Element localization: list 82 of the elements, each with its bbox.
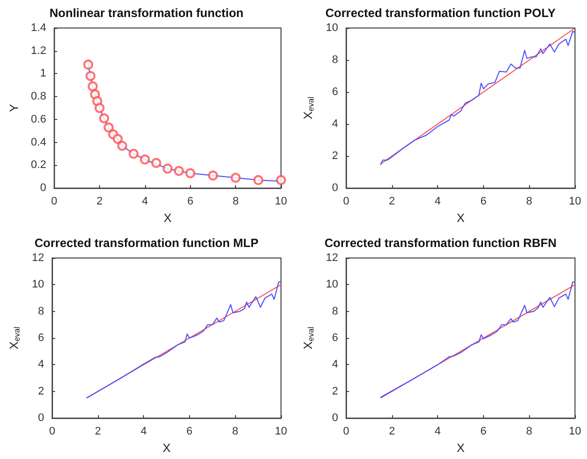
point [253,175,264,186]
x-tick-label: 4 [434,426,441,438]
y-tick-label: 12 [32,252,44,264]
y-axis-title: Y [7,104,21,112]
y-tick-label: 10 [32,278,44,291]
x-tick-label: 6 [480,196,487,208]
x-axis-title: X [162,441,171,455]
point [112,134,123,144]
x-axis-title: X [456,441,465,455]
y-tick-label: 0.8 [30,90,46,103]
x-axis-title: X [456,211,465,225]
y-axis-title: Xeval [301,96,316,120]
y-tick-label: 0 [40,182,46,194]
y-tick-label: 6 [332,86,338,98]
y-tick-label: 0.2 [30,159,46,172]
x-tick-label: 0 [51,196,58,208]
point [162,164,173,174]
x-tick-label: 2 [388,196,395,208]
y-axis-title: Xeval [7,326,22,350]
chart-title: Nonlinear transformation function [49,6,244,20]
point [83,60,94,70]
x-axis-title: X [164,211,172,225]
x-tick-label: 8 [526,196,532,208]
x-tick-label: 4 [434,196,441,208]
point [99,113,110,124]
y-tick-label: 1.4 [30,22,46,34]
y-tick-label: 10 [326,278,338,291]
x-tick-label: 8 [232,196,239,208]
y-tick-label: 4 [38,358,44,371]
chart-title: Corrected transformation function MLP [34,236,259,250]
x-tick-label: 10 [568,426,582,438]
point [174,166,184,176]
x-tick-label: 10 [274,426,288,438]
point [276,175,286,186]
y-tick-label: 0.6 [30,113,46,126]
x-tick-label: 4 [140,426,147,438]
point [128,148,139,159]
y-tick-label: 12 [326,252,338,264]
x-tick-label: 4 [142,196,148,208]
x-tick-label: 0 [343,426,350,438]
y-tick-label: 0 [38,412,44,424]
x-tick-label: 6 [480,426,487,438]
x-tick-label: 0 [49,426,56,438]
point [94,103,105,114]
x-tick-label: 2 [94,426,101,438]
x-tick-label: 6 [186,426,193,438]
x-tick-label: 0 [343,196,350,208]
point [185,168,196,178]
x-tick-label: 2 [388,426,395,438]
y-tick-label: 0 [332,412,338,424]
y-tick-label: 8 [38,305,44,318]
point [104,122,114,132]
x-tick-label: 2 [96,196,103,208]
y-tick-label: 0.4 [30,136,46,148]
point [85,71,96,82]
x-tick-label: 8 [526,426,532,438]
y-tick-label: 6 [332,332,338,344]
point [117,140,128,151]
x-tick-label: 10 [274,196,288,208]
point [140,154,150,165]
point [151,158,162,168]
y-tick-label: 2 [332,385,338,398]
y-tick-label: 4 [332,118,338,130]
y-tick-label: 1.2 [30,44,46,57]
x-tick-label: 8 [232,426,238,438]
point [88,81,98,92]
y-tick-label: 0 [332,182,338,194]
chart-title: Corrected transformation function RBFN [324,236,557,250]
y-tick-label: 10 [326,22,338,34]
point [208,170,218,181]
chart-title: Corrected transformation function POLY [325,6,556,20]
y-tick-label: 1 [40,68,46,80]
y-tick-label: 4 [332,358,338,371]
y-tick-label: 6 [38,332,44,344]
y-axis-title: Xeval [301,326,316,350]
y-tick-label: 8 [332,305,338,318]
x-tick-label: 6 [187,196,194,208]
y-tick-label: 2 [38,385,44,398]
y-tick-label: 8 [332,54,338,66]
x-tick-label: 10 [568,196,582,208]
point [230,172,241,183]
y-tick-label: 2 [332,150,338,162]
